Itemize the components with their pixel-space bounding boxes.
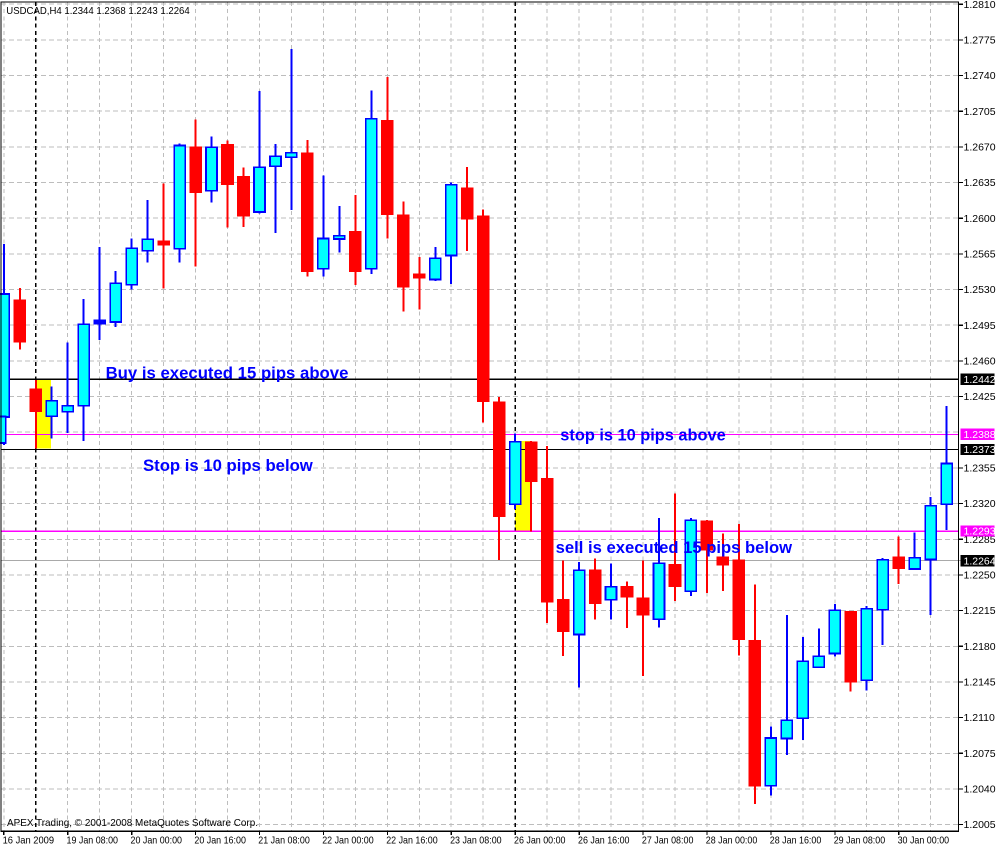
svg-text:1.2075: 1.2075 bbox=[964, 748, 996, 760]
svg-text:23 Jan 08:00: 23 Jan 08:00 bbox=[450, 834, 502, 846]
svg-text:1.2775: 1.2775 bbox=[964, 35, 996, 47]
svg-text:1.2285: 1.2285 bbox=[964, 534, 996, 546]
svg-text:20 Jan 16:00: 20 Jan 16:00 bbox=[194, 834, 246, 846]
svg-text:1.2110: 1.2110 bbox=[964, 712, 995, 724]
svg-text:22 Jan 16:00: 22 Jan 16:00 bbox=[386, 834, 438, 846]
svg-text:1.2040: 1.2040 bbox=[964, 784, 996, 796]
svg-text:1.2373: 1.2373 bbox=[964, 444, 996, 456]
svg-text:26 Jan 00:00: 26 Jan 00:00 bbox=[514, 834, 566, 846]
svg-text:26 Jan 16:00: 26 Jan 16:00 bbox=[578, 834, 630, 846]
svg-text:20 Jan 00:00: 20 Jan 00:00 bbox=[131, 834, 183, 846]
svg-text:1.2495: 1.2495 bbox=[964, 320, 996, 332]
svg-text:16 Jan 2009: 16 Jan 2009 bbox=[3, 834, 55, 846]
svg-text:1.2264: 1.2264 bbox=[964, 555, 996, 567]
svg-text:1.2320: 1.2320 bbox=[964, 498, 996, 510]
svg-text:Buy is executed 15 pips above: Buy is executed 15 pips above bbox=[106, 364, 349, 382]
svg-text:1.2293: 1.2293 bbox=[964, 526, 996, 538]
svg-text:30 Jan 00:00: 30 Jan 00:00 bbox=[898, 834, 950, 846]
svg-text:28 Jan 00:00: 28 Jan 00:00 bbox=[706, 834, 758, 846]
svg-text:27 Jan 08:00: 27 Jan 08:00 bbox=[642, 834, 694, 846]
svg-text:1.2530: 1.2530 bbox=[964, 284, 996, 296]
svg-text:stop is 10 pips above: stop is 10 pips above bbox=[560, 427, 725, 445]
svg-text:1.2355: 1.2355 bbox=[964, 463, 996, 475]
svg-text:1.2442: 1.2442 bbox=[964, 374, 996, 386]
svg-text:Stop is 10 pips below: Stop is 10 pips below bbox=[143, 457, 313, 475]
svg-text:1.2425: 1.2425 bbox=[964, 391, 996, 403]
svg-text:1.2670: 1.2670 bbox=[964, 142, 996, 154]
svg-text:1.2180: 1.2180 bbox=[964, 641, 996, 653]
svg-text:1.2810: 1.2810 bbox=[964, 0, 996, 11]
svg-text:1.2600: 1.2600 bbox=[964, 213, 996, 225]
svg-text:1.2460: 1.2460 bbox=[964, 356, 996, 368]
svg-text:1.2565: 1.2565 bbox=[964, 249, 996, 261]
svg-text:29 Jan 08:00: 29 Jan 08:00 bbox=[834, 834, 886, 846]
svg-text:1.2705: 1.2705 bbox=[964, 106, 996, 118]
svg-text:19 Jan 08:00: 19 Jan 08:00 bbox=[67, 834, 119, 846]
svg-text:1.2005: 1.2005 bbox=[964, 819, 996, 831]
svg-text:APEX Trading, © 2001-2008 Meta: APEX Trading, © 2001-2008 MetaQuotes Sof… bbox=[7, 817, 258, 829]
svg-text:sell is executed 15 pips below: sell is executed 15 pips below bbox=[556, 539, 793, 557]
svg-text:22 Jan 00:00: 22 Jan 00:00 bbox=[322, 834, 374, 846]
svg-text:1.2145: 1.2145 bbox=[964, 677, 996, 689]
svg-text:1.2635: 1.2635 bbox=[964, 177, 996, 189]
svg-text:28 Jan 16:00: 28 Jan 16:00 bbox=[770, 834, 822, 846]
svg-text:21 Jan 08:00: 21 Jan 08:00 bbox=[258, 834, 310, 846]
svg-text:1.2215: 1.2215 bbox=[964, 605, 996, 617]
svg-text:1.2740: 1.2740 bbox=[964, 70, 996, 82]
svg-text:USDCAD,H4 1.2344 1.2368 1.224: USDCAD,H4 1.2344 1.2368 1.2243 1.2264 bbox=[6, 5, 190, 17]
svg-text:1.2388: 1.2388 bbox=[964, 429, 996, 441]
svg-text:1.2250: 1.2250 bbox=[964, 570, 996, 582]
